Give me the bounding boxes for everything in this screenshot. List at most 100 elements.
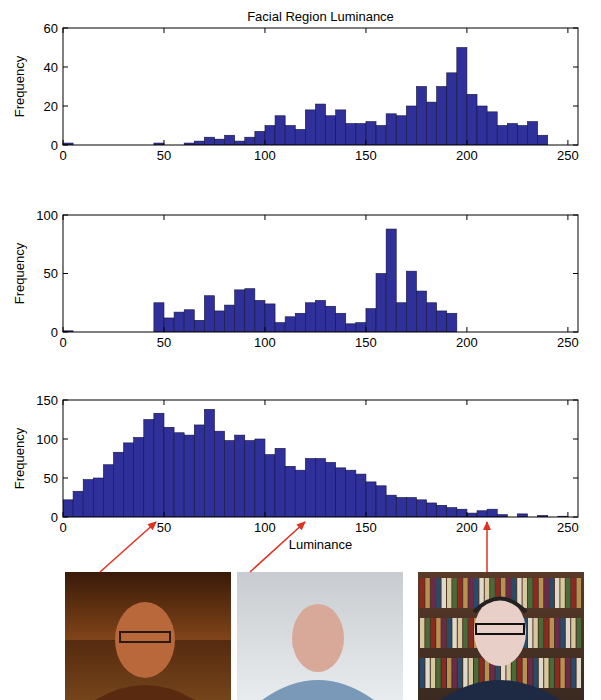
- y-tick-label: 100: [36, 208, 58, 223]
- x-tick: [466, 215, 467, 220]
- y-tick: [63, 439, 68, 440]
- bar: [457, 509, 467, 517]
- x-tick: [63, 215, 64, 220]
- bar: [427, 102, 437, 145]
- x-tick-label: 150: [355, 148, 377, 163]
- panel: 0501001502002500204060Facial Region Lumi…: [12, 9, 579, 163]
- bar: [235, 435, 245, 517]
- x-tick-label: 50: [157, 520, 171, 535]
- bar: [366, 482, 376, 517]
- bar: [315, 300, 325, 332]
- y-tick-label: 60: [44, 21, 58, 36]
- bar: [235, 141, 245, 145]
- bar: [416, 500, 426, 517]
- x-tick: [466, 28, 467, 33]
- x-tick-label: 100: [254, 335, 276, 350]
- bar: [487, 112, 497, 145]
- y-tick: [63, 28, 68, 29]
- bar: [134, 437, 144, 517]
- bar: [204, 296, 214, 332]
- x-tick-label: 0: [59, 520, 66, 535]
- x-tick: [365, 327, 366, 332]
- bar: [245, 441, 255, 517]
- y-tick: [63, 273, 68, 274]
- x-tick: [63, 327, 64, 332]
- bar: [396, 303, 406, 332]
- bar: [83, 480, 93, 517]
- x-tick-label: 250: [557, 520, 579, 535]
- bar: [305, 303, 315, 332]
- x-tick-label: 50: [157, 335, 171, 350]
- chart-title: Facial Region Luminance: [247, 9, 394, 24]
- plot-frame: [63, 215, 578, 332]
- bar: [326, 462, 336, 517]
- x-tick: [163, 400, 164, 405]
- bar: [447, 508, 457, 517]
- bar: [93, 478, 103, 517]
- bar: [396, 116, 406, 145]
- photo: [237, 572, 403, 700]
- bar: [366, 122, 376, 145]
- bar: [507, 124, 517, 145]
- y-axis-title: Frequency: [12, 55, 27, 117]
- x-tick-label: 200: [456, 335, 478, 350]
- arrow: [250, 522, 305, 572]
- x-tick: [567, 215, 568, 220]
- bar: [386, 114, 396, 145]
- bar: [416, 291, 426, 332]
- bar: [386, 495, 396, 517]
- bar: [73, 491, 83, 517]
- bar: [235, 290, 245, 332]
- x-tick: [264, 215, 265, 220]
- bar: [396, 498, 406, 518]
- bar: [174, 312, 184, 332]
- bar: [214, 431, 224, 517]
- bar: [427, 503, 437, 517]
- bar: [315, 104, 325, 145]
- bar: [275, 323, 285, 332]
- y-tick-label: 150: [36, 393, 58, 408]
- x-tick-label: 100: [254, 520, 276, 535]
- x-tick: [264, 512, 265, 517]
- panel: 050100150200250050100Frequency: [12, 208, 579, 351]
- bar: [214, 311, 224, 332]
- bar: [528, 122, 538, 145]
- bar: [113, 452, 123, 517]
- x-tick: [264, 400, 265, 405]
- bar: [437, 311, 447, 332]
- bar: [416, 87, 426, 146]
- bar: [467, 94, 477, 145]
- y-tick: [573, 106, 578, 107]
- bar: [517, 126, 527, 146]
- bar: [386, 229, 396, 332]
- y-tick: [573, 478, 578, 479]
- x-tick-label: 200: [456, 520, 478, 535]
- bar: [295, 313, 305, 332]
- bar: [326, 306, 336, 332]
- y-axis-title: Frequency: [12, 242, 27, 304]
- bar: [366, 309, 376, 332]
- y-tick: [63, 145, 68, 146]
- bar: [346, 324, 356, 332]
- arrows: [100, 522, 487, 572]
- bar: [255, 131, 265, 145]
- x-tick-label: 150: [355, 335, 377, 350]
- y-tick-label: 0: [51, 325, 58, 340]
- y-tick-label: 50: [44, 471, 58, 486]
- bar: [356, 474, 366, 517]
- bar: [164, 427, 174, 517]
- bar: [406, 271, 416, 332]
- y-tick-label: 100: [36, 432, 58, 447]
- y-tick-label: 0: [51, 138, 58, 153]
- y-tick: [63, 106, 68, 107]
- bar: [245, 289, 255, 332]
- bar: [356, 323, 366, 332]
- bar: [356, 124, 366, 145]
- x-tick-label: 100: [254, 148, 276, 163]
- photo: [65, 572, 231, 700]
- y-tick-label: 0: [51, 510, 58, 525]
- bars: [63, 409, 568, 517]
- y-tick: [573, 439, 578, 440]
- bar: [497, 126, 507, 146]
- bar: [427, 303, 437, 332]
